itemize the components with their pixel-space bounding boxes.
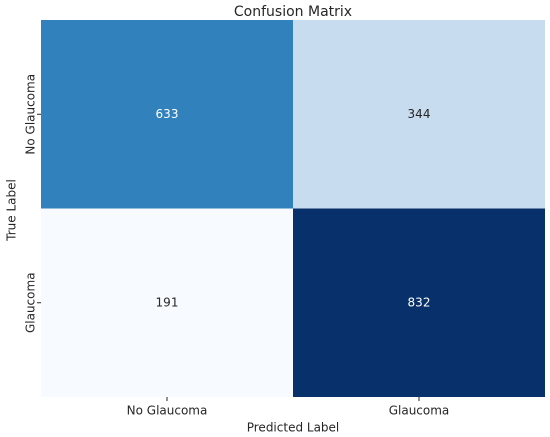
cell-label: 344	[408, 107, 431, 121]
heatmap-cell	[41, 20, 293, 209]
cell-label: 832	[408, 295, 431, 309]
x-tick-label: No Glaucoma	[127, 404, 208, 418]
heatmap-cell	[41, 208, 293, 397]
cell-label: 191	[156, 295, 179, 309]
y-tick-label: Glaucoma	[24, 272, 38, 333]
x-tick-label: Glaucoma	[389, 404, 450, 418]
chart-title: Confusion Matrix	[234, 4, 352, 20]
y-axis-label: True Label	[5, 179, 19, 242]
cell-label: 633	[156, 107, 179, 121]
y-tick-label: No Glaucoma	[24, 74, 38, 155]
heatmap-cell	[293, 20, 545, 209]
x-axis-label: Predicted Label	[247, 421, 340, 435]
heatmap-cell	[293, 208, 545, 397]
